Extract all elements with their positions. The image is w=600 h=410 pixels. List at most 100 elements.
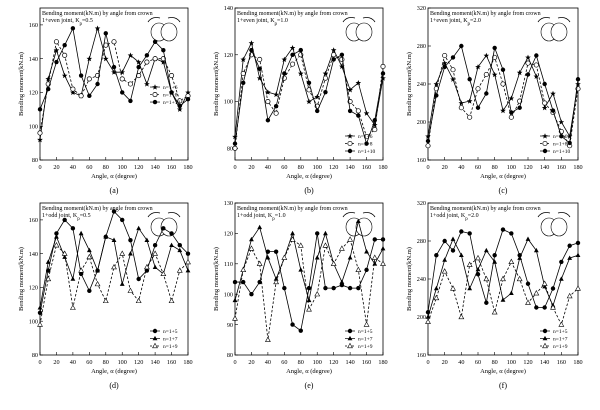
data-point <box>371 122 378 128</box>
data-point <box>566 292 573 299</box>
data-point <box>492 54 498 60</box>
data-point <box>160 270 167 277</box>
data-point <box>500 275 506 282</box>
data-point <box>339 279 345 284</box>
data-point <box>567 243 572 248</box>
x-tick-label: 140 <box>150 164 159 171</box>
x-tick-label: 120 <box>134 164 143 171</box>
data-point <box>347 335 353 341</box>
chart-title-line: 1+even joint, Kp=1.0 <box>237 18 288 27</box>
data-point <box>441 268 448 274</box>
data-point <box>347 285 353 291</box>
data-point <box>152 99 158 105</box>
chart-panel-2: 0 20 40 60 80 100 120 140 160 180 80 100 120 140 Angle… <box>213 5 388 195</box>
legend-label: n=1+8 <box>553 142 568 148</box>
data-point <box>442 52 448 59</box>
x-tick-label: 60 <box>281 164 287 171</box>
data-point <box>372 237 377 242</box>
data-point <box>152 91 158 98</box>
data-point <box>37 310 43 315</box>
data-point <box>152 84 158 90</box>
data-point <box>136 64 141 70</box>
y-tick-label: 280 <box>417 43 426 50</box>
data-point <box>136 225 142 231</box>
series-n=1+6 <box>425 52 581 139</box>
data-point <box>575 77 581 82</box>
x-tick-label: 40 <box>70 359 76 366</box>
data-point <box>483 247 489 253</box>
data-point <box>249 47 254 53</box>
x-tick-label: 20 <box>53 164 59 171</box>
x-tick-label: 180 <box>378 359 387 366</box>
ring-schematic-icon <box>342 17 376 42</box>
x-tick-label: 20 <box>53 359 59 366</box>
data-point <box>442 64 447 70</box>
data-point <box>355 266 362 272</box>
y-tick-label: 320 <box>417 200 426 207</box>
x-tick-label: 60 <box>475 359 481 366</box>
data-point <box>450 285 456 291</box>
data-point <box>542 133 548 139</box>
x-tick-label: 80 <box>298 164 304 171</box>
data-point <box>550 108 556 113</box>
data-point <box>355 218 361 224</box>
y-tick-label: 100 <box>224 99 233 106</box>
data-point <box>152 335 158 341</box>
x-tick-label: 100 <box>118 164 127 171</box>
data-point <box>533 73 540 79</box>
data-point <box>450 55 456 60</box>
data-point <box>152 250 159 256</box>
y-tick-label: 100 <box>29 318 38 325</box>
y-tick-label: 80 <box>32 157 38 164</box>
data-point <box>542 342 548 349</box>
x-tick-label: 0 <box>426 359 429 366</box>
chart-panel-3: 0 20 40 60 80 100 120 140 160 180 160 200 240 280 320 A… <box>406 5 583 195</box>
data-point <box>475 86 481 92</box>
x-tick-label: 140 <box>345 359 354 366</box>
x-axis-label: Angle, α (degree) <box>91 368 137 375</box>
data-point <box>70 226 76 231</box>
data-point <box>282 285 287 291</box>
y-tick-label: 160 <box>417 157 426 164</box>
data-point <box>120 90 125 95</box>
panel-label: (e) <box>305 381 314 390</box>
data-point <box>176 267 183 273</box>
data-point <box>53 241 60 248</box>
legend-label: n=1+5 <box>358 329 373 335</box>
legend-label: n=1+5 <box>553 329 568 335</box>
x-tick-label: 180 <box>573 359 582 366</box>
data-point <box>169 231 174 236</box>
legend-label: n=1+9 <box>553 344 568 350</box>
data-point <box>61 250 68 256</box>
x-tick-label: 100 <box>118 359 127 366</box>
data-point <box>111 237 117 242</box>
data-point <box>541 104 548 111</box>
data-point <box>450 67 456 73</box>
data-point <box>509 110 514 115</box>
data-point <box>542 100 548 106</box>
data-point <box>144 237 150 242</box>
y-tick-label: 280 <box>417 238 426 245</box>
data-point <box>127 81 133 87</box>
data-point <box>273 278 280 285</box>
data-point <box>425 318 431 324</box>
data-point <box>240 266 247 272</box>
data-point <box>119 69 126 75</box>
data-point <box>364 141 369 146</box>
panel-label: (c) <box>499 186 508 195</box>
data-point <box>69 304 76 310</box>
data-point <box>508 114 514 120</box>
data-point <box>37 305 43 310</box>
data-point <box>95 267 100 273</box>
x-tick-label: 120 <box>523 164 532 171</box>
x-tick-label: 180 <box>573 164 582 171</box>
data-point <box>380 63 386 70</box>
data-point <box>339 56 345 62</box>
data-point <box>111 209 117 214</box>
data-point <box>475 64 481 70</box>
data-point <box>144 53 150 58</box>
series-line <box>235 233 383 332</box>
y-tick-label: 140 <box>29 56 38 63</box>
data-point <box>290 61 296 67</box>
x-tick-label: 160 <box>167 164 176 171</box>
